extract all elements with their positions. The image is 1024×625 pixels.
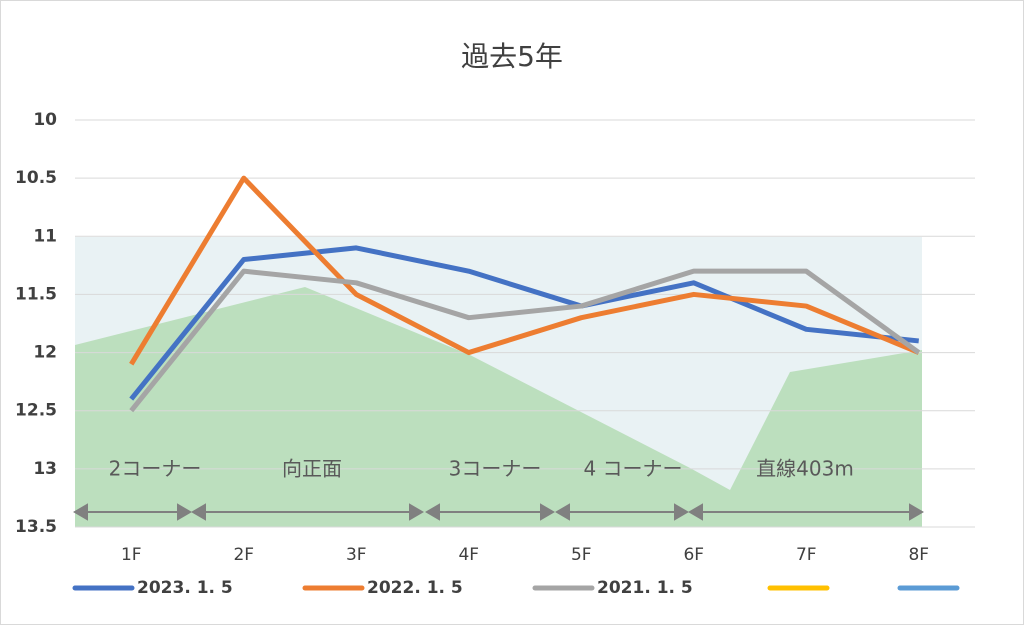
arrow-head <box>409 503 424 521</box>
y-tick-label: 12.5 <box>15 401 57 421</box>
section-label: 4 コーナー <box>583 457 682 481</box>
section-label: 直線403m <box>756 457 854 481</box>
arrow-head <box>909 503 924 521</box>
x-tick-label: 2F <box>233 545 254 565</box>
section-label: 向正面 <box>282 457 342 481</box>
arrow-head <box>73 503 88 521</box>
section-label: 3コーナー <box>449 457 542 481</box>
arrow-head <box>177 503 192 521</box>
arrow-head <box>674 503 689 521</box>
arrow-head <box>540 503 555 521</box>
y-tick-label: 12 <box>33 343 57 363</box>
x-tick-label: 6F <box>683 545 704 565</box>
arrow-head <box>688 503 703 521</box>
y-tick-label: 11.5 <box>15 284 57 304</box>
legend-label: 2022. 1. 5 <box>367 578 463 598</box>
y-tick-label: 10 <box>33 110 57 130</box>
arrow-head <box>555 503 570 521</box>
section-arrows <box>73 503 924 521</box>
x-tick-label: 3F <box>346 545 367 565</box>
x-tick-label: 4F <box>458 545 479 565</box>
x-tick-label: 8F <box>908 545 929 565</box>
y-tick-label: 10.5 <box>15 168 57 188</box>
course-profile <box>75 287 922 527</box>
legend-label: 2021. 1. 5 <box>597 578 693 598</box>
series-line <box>129 175 920 366</box>
y-tick-label: 13 <box>33 459 57 479</box>
legend-label: 2023. 1. 5 <box>137 578 233 598</box>
section-label: 2コーナー <box>109 457 202 481</box>
y-tick-label: 11 <box>33 226 57 246</box>
x-tick-label: 1F <box>121 545 142 565</box>
chart-title: 過去5年 <box>461 40 563 73</box>
series-line <box>129 268 921 413</box>
arrow-head <box>191 503 206 521</box>
series-line <box>129 245 920 401</box>
arrow-head <box>425 503 440 521</box>
x-tick-label: 7F <box>796 545 817 565</box>
y-tick-label: 13.5 <box>15 517 57 537</box>
x-tick-label: 5F <box>571 545 592 565</box>
